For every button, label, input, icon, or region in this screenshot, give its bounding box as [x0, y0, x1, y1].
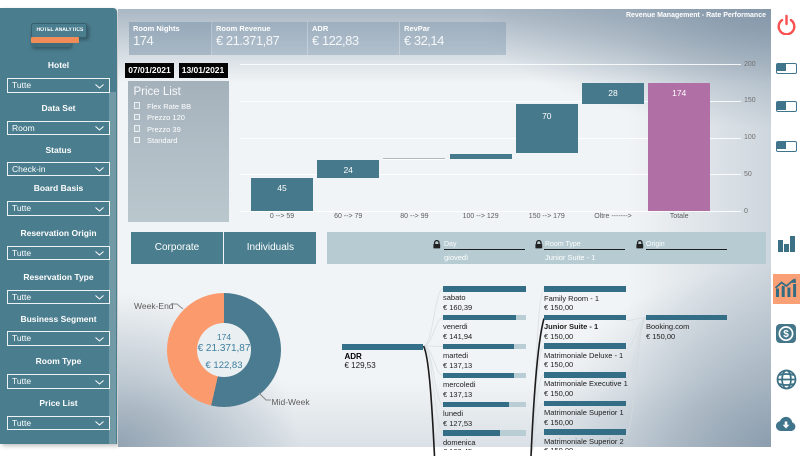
svg-text:$: $ — [784, 329, 790, 340]
